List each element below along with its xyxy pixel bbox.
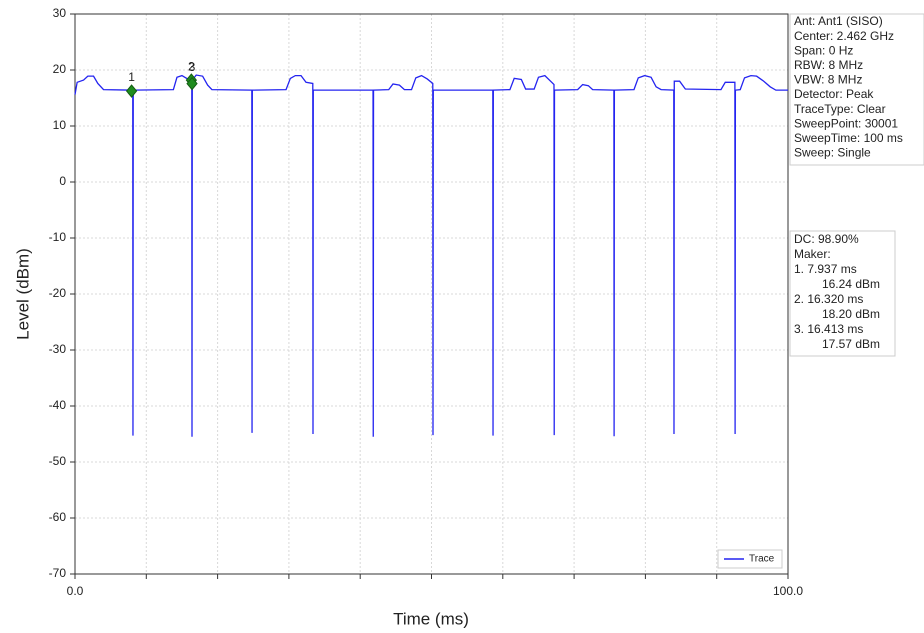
marker-panel <box>789 230 896 357</box>
x-tick-label: 0.0 <box>67 584 84 598</box>
info-line: Center: 2.462 GHz <box>794 29 894 43</box>
legend-box <box>717 549 783 569</box>
marker-level: 18.20 dBm <box>822 307 880 321</box>
marker-label: 3 <box>189 60 196 74</box>
trace-line <box>74 74 788 437</box>
dc-line: DC: 98.90% <box>794 232 859 246</box>
info-line: Ant: Ant1 (SISO) <box>794 14 883 28</box>
y-tick-label: 0 <box>59 174 66 188</box>
marker-label: 1 <box>128 70 135 84</box>
info-line: RBW: 8 MHz <box>794 58 863 72</box>
x-axis-label: Time (ms) <box>393 609 469 628</box>
y-tick-label: -10 <box>49 230 67 244</box>
y-tick-label: -30 <box>49 342 67 356</box>
y-tick-label: 10 <box>53 118 67 132</box>
info-line: Detector: Peak <box>794 87 874 101</box>
info-line: VBW: 8 MHz <box>794 73 862 87</box>
marker <box>186 76 198 91</box>
y-tick-label: -20 <box>49 286 67 300</box>
marker-level: 16.24 dBm <box>822 277 880 291</box>
marker-time: 2. 16.320 ms <box>794 292 863 306</box>
marker-label: 2 <box>188 59 195 73</box>
y-tick-label: -50 <box>49 454 67 468</box>
info-panel <box>789 13 924 166</box>
marker-heading: Maker: <box>794 247 831 261</box>
y-tick-label: 30 <box>53 6 67 20</box>
y-tick-label: 20 <box>53 62 67 76</box>
legend-label: Trace <box>749 554 775 565</box>
plot-frame <box>74 13 789 575</box>
y-tick-label: -40 <box>49 398 67 412</box>
marker-level: 17.57 dBm <box>822 337 880 351</box>
x-tick-label: 100.0 <box>773 584 803 598</box>
marker-time: 1. 7.937 ms <box>794 262 857 276</box>
y-tick-label: -70 <box>49 566 67 580</box>
y-tick-label: -60 <box>49 510 67 524</box>
info-line: Span: 0 Hz <box>794 43 853 57</box>
y-axis-label: Level (dBm) <box>13 248 32 340</box>
info-line: TraceType: Clear <box>794 102 886 116</box>
info-line: Sweep: Single <box>794 146 871 160</box>
marker <box>125 84 138 98</box>
marker-time: 3. 16.413 ms <box>794 322 863 336</box>
info-line: SweepPoint: 30001 <box>794 116 898 130</box>
info-line: SweepTime: 100 ms <box>794 131 903 145</box>
